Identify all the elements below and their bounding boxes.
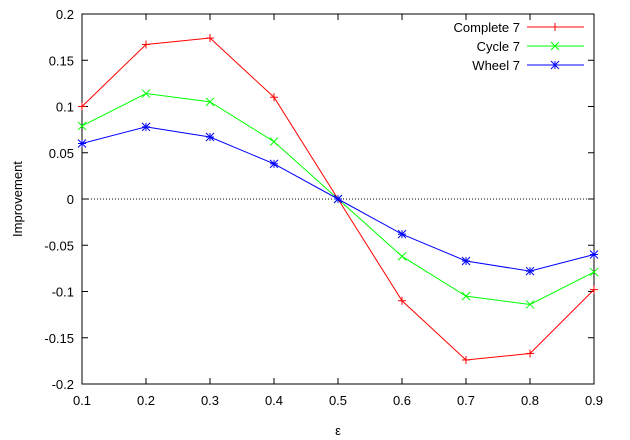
- data-point: [206, 34, 214, 43]
- legend: Complete 7 Cycle 7 Wheel 7: [454, 20, 584, 73]
- point-stroke: [525, 266, 535, 276]
- data-point: [333, 194, 343, 204]
- data-point: [205, 97, 215, 107]
- data-point: [590, 285, 598, 294]
- point-stroke: [141, 122, 151, 132]
- data-point: [141, 89, 151, 98]
- data-point: [205, 132, 215, 142]
- data-point: [551, 23, 559, 31]
- point-stroke: [550, 41, 560, 51]
- data-point: [142, 40, 150, 49]
- point-stroke: [77, 139, 87, 148]
- point-stroke: [205, 97, 215, 107]
- point-stroke: [141, 89, 151, 98]
- data-point: [461, 291, 471, 301]
- point-stroke: [205, 132, 215, 142]
- point-stroke: [397, 251, 407, 261]
- y-tick-label: -0.2: [52, 377, 74, 392]
- y-tick-label: -0.15: [44, 331, 74, 346]
- point-stroke: [397, 229, 407, 239]
- data-point: [269, 159, 279, 169]
- data-point: [526, 349, 534, 358]
- data-point: [77, 121, 87, 131]
- data-point: [462, 355, 470, 364]
- point-stroke: [269, 159, 279, 169]
- y-tick-label: -0.05: [44, 238, 74, 253]
- x-tick-label: 0.3: [201, 393, 219, 408]
- series-layer: [77, 34, 599, 364]
- data-point: [398, 296, 406, 305]
- axis-ticks: 0.1 0.2 0.3 0.4 0.5 0.6 0.7 0.8 0.9 0.2 0.15 0.1 0.0…: [44, 7, 603, 408]
- y-tick-label: 0.15: [49, 53, 74, 68]
- y-tick-label: 0: [67, 192, 74, 207]
- x-tick-label: 0.6: [393, 393, 411, 408]
- data-point: [525, 266, 535, 276]
- point-stroke: [550, 60, 560, 70]
- x-tick-label: 0.1: [73, 393, 91, 408]
- point-stroke: [333, 194, 343, 204]
- point-stroke: [589, 250, 599, 259]
- data-point: [141, 122, 151, 132]
- legend-label: Wheel 7: [472, 58, 520, 73]
- x-tick-label: 0.2: [137, 393, 155, 408]
- x-axis-label: ε: [335, 423, 341, 438]
- data-point: [397, 229, 407, 239]
- data-point: [550, 60, 560, 70]
- x-tick-label: 0.9: [585, 393, 603, 408]
- data-point: [269, 137, 279, 147]
- data-point: [270, 93, 278, 102]
- data-point: [461, 256, 471, 266]
- x-tick-label: 0.8: [521, 393, 539, 408]
- x-tick-label: 0.4: [265, 393, 283, 408]
- legend-label: Complete 7: [454, 20, 520, 35]
- y-tick-label: 0.1: [56, 100, 74, 115]
- data-point: [525, 300, 535, 309]
- x-tick-label: 0.5: [329, 393, 347, 408]
- data-point: [78, 102, 86, 111]
- data-point: [397, 251, 407, 261]
- data-point: [550, 41, 560, 51]
- y-tick-label: 0.05: [49, 146, 74, 161]
- point-stroke: [589, 267, 599, 277]
- point-stroke: [525, 300, 535, 309]
- data-point: [589, 267, 599, 277]
- point-stroke: [77, 121, 87, 131]
- data-point: [589, 250, 599, 259]
- data-point: [77, 139, 87, 148]
- y-axis-label: Improvement: [10, 161, 25, 237]
- point-stroke: [461, 256, 471, 266]
- legend-label: Cycle 7: [477, 39, 520, 54]
- x-tick-label: 0.7: [457, 393, 475, 408]
- y-tick-label: 0.2: [56, 7, 74, 22]
- point-stroke: [461, 291, 471, 301]
- point-stroke: [269, 137, 279, 147]
- y-tick-label: -0.1: [52, 285, 74, 300]
